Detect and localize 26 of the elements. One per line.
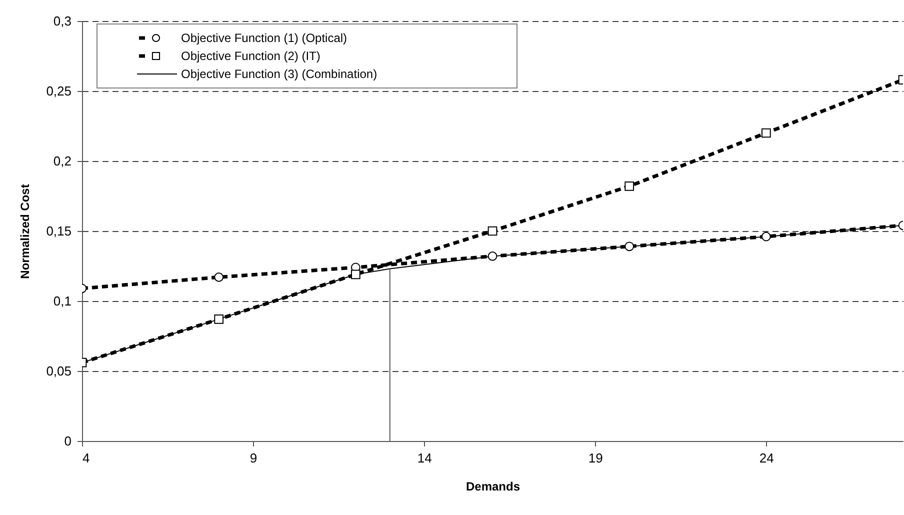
- point: [488, 226, 498, 236]
- legend-label: Objective Function (1) (Optical): [181, 31, 348, 45]
- y-tick-label: 0,05: [46, 364, 72, 378]
- x-tick-label: 19: [588, 450, 603, 466]
- x-tick-label: 4: [82, 450, 90, 466]
- point: [624, 242, 634, 252]
- point: [761, 128, 771, 138]
- y-tick-label: 0,15: [46, 224, 72, 238]
- point: [488, 252, 498, 261]
- legend-label: Objective Function (3) (Combination): [181, 67, 378, 81]
- point: [214, 314, 224, 324]
- y-axis-title: Normalized Cost: [18, 184, 32, 279]
- y-tick-label: 0,2: [53, 154, 72, 168]
- point: [624, 182, 634, 191]
- x-tick-label: 14: [417, 450, 432, 466]
- point: [214, 272, 224, 282]
- point: [761, 232, 771, 242]
- y-tick-label: 0,3: [53, 14, 72, 28]
- legend-label: Objective Function (2) (IT): [181, 49, 320, 63]
- y-tick-label: 0,25: [46, 84, 72, 98]
- x-tick-label: 24: [759, 450, 774, 466]
- y-tick-label: 0: [64, 434, 72, 448]
- x-axis-title: Demands: [466, 480, 520, 494]
- x-tick-label: 9: [250, 450, 258, 466]
- y-tick-label: 0,1: [53, 294, 72, 308]
- point: [350, 270, 360, 280]
